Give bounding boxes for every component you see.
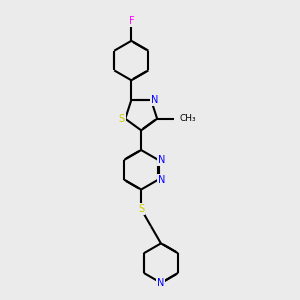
Text: CH₃: CH₃ xyxy=(179,114,196,123)
Text: S: S xyxy=(118,114,125,124)
Text: N: N xyxy=(158,155,166,165)
Text: F: F xyxy=(128,16,134,26)
Text: N: N xyxy=(158,175,166,184)
Text: S: S xyxy=(138,204,144,214)
Text: N: N xyxy=(157,278,165,288)
Text: N: N xyxy=(151,95,158,105)
